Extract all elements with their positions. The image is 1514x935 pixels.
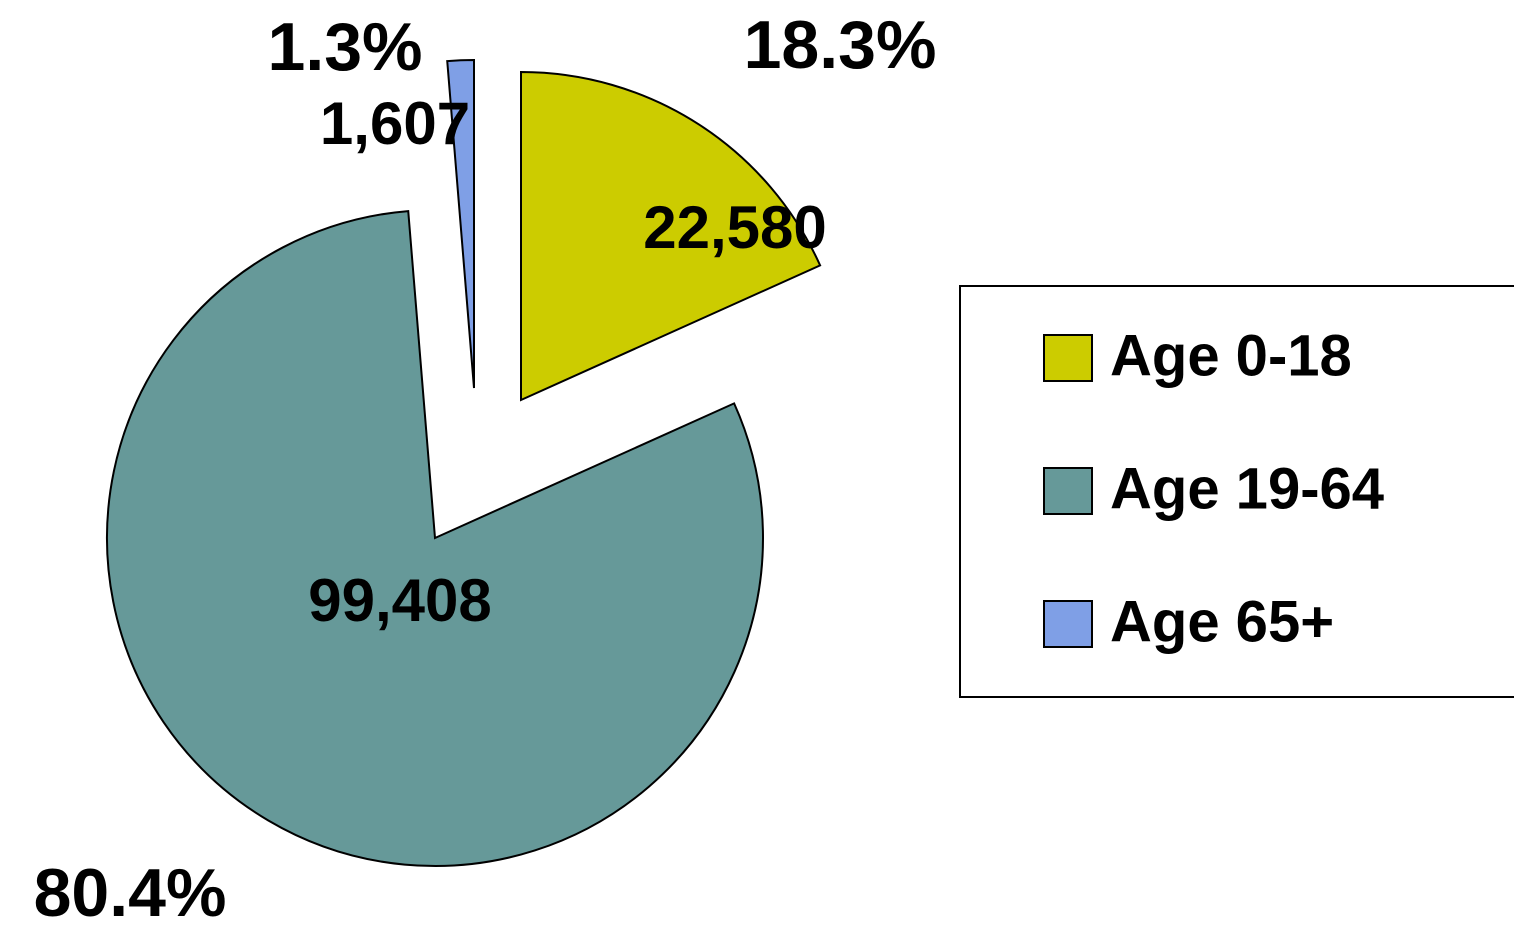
percent-label: 18.3% (744, 7, 937, 83)
pie-slice (446, 58, 475, 389)
legend-swatch (1043, 467, 1093, 515)
pie-slice (106, 210, 764, 867)
legend-label: Age 0-18 (1110, 323, 1352, 388)
value-label: 99,408 (308, 567, 492, 634)
percent-label: 1.3% (268, 9, 423, 85)
pie-slice (520, 70, 822, 402)
legend-swatch (1043, 600, 1093, 648)
legend-swatch (1043, 334, 1093, 382)
legend-label: Age 19-64 (1110, 456, 1384, 521)
value-label: 1,607 (320, 90, 470, 157)
percent-label: 80.4% (34, 855, 227, 931)
legend-label: Age 65+ (1110, 589, 1334, 654)
value-label: 22,580 (643, 194, 827, 261)
